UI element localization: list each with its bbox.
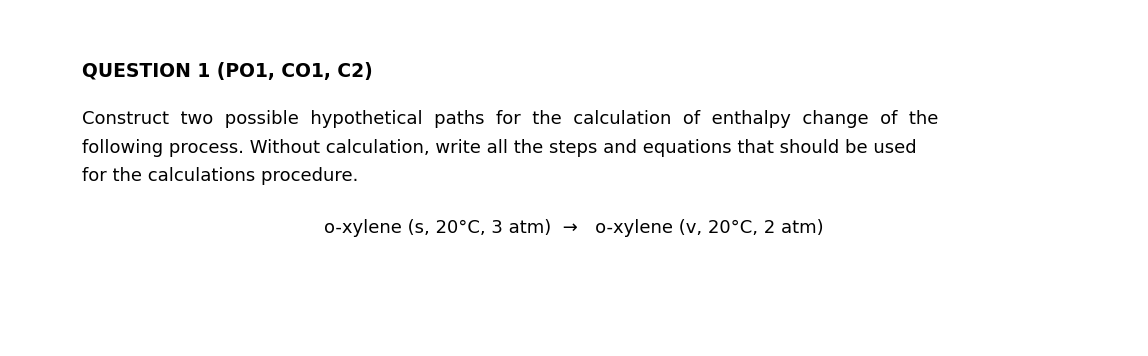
Text: QUESTION 1 (PO1, CO1, C2): QUESTION 1 (PO1, CO1, C2): [82, 62, 373, 81]
Text: for the calculations procedure.: for the calculations procedure.: [82, 167, 358, 185]
Text: o-xylene (s, 20°C, 3 atm)  →   o-xylene (v, 20°C, 2 atm): o-xylene (s, 20°C, 3 atm) → o-xylene (v,…: [324, 219, 824, 237]
Text: Construct  two  possible  hypothetical  paths  for  the  calculation  of  enthal: Construct two possible hypothetical path…: [82, 110, 938, 128]
Text: following process. Without calculation, write all the steps and equations that s: following process. Without calculation, …: [82, 138, 916, 157]
